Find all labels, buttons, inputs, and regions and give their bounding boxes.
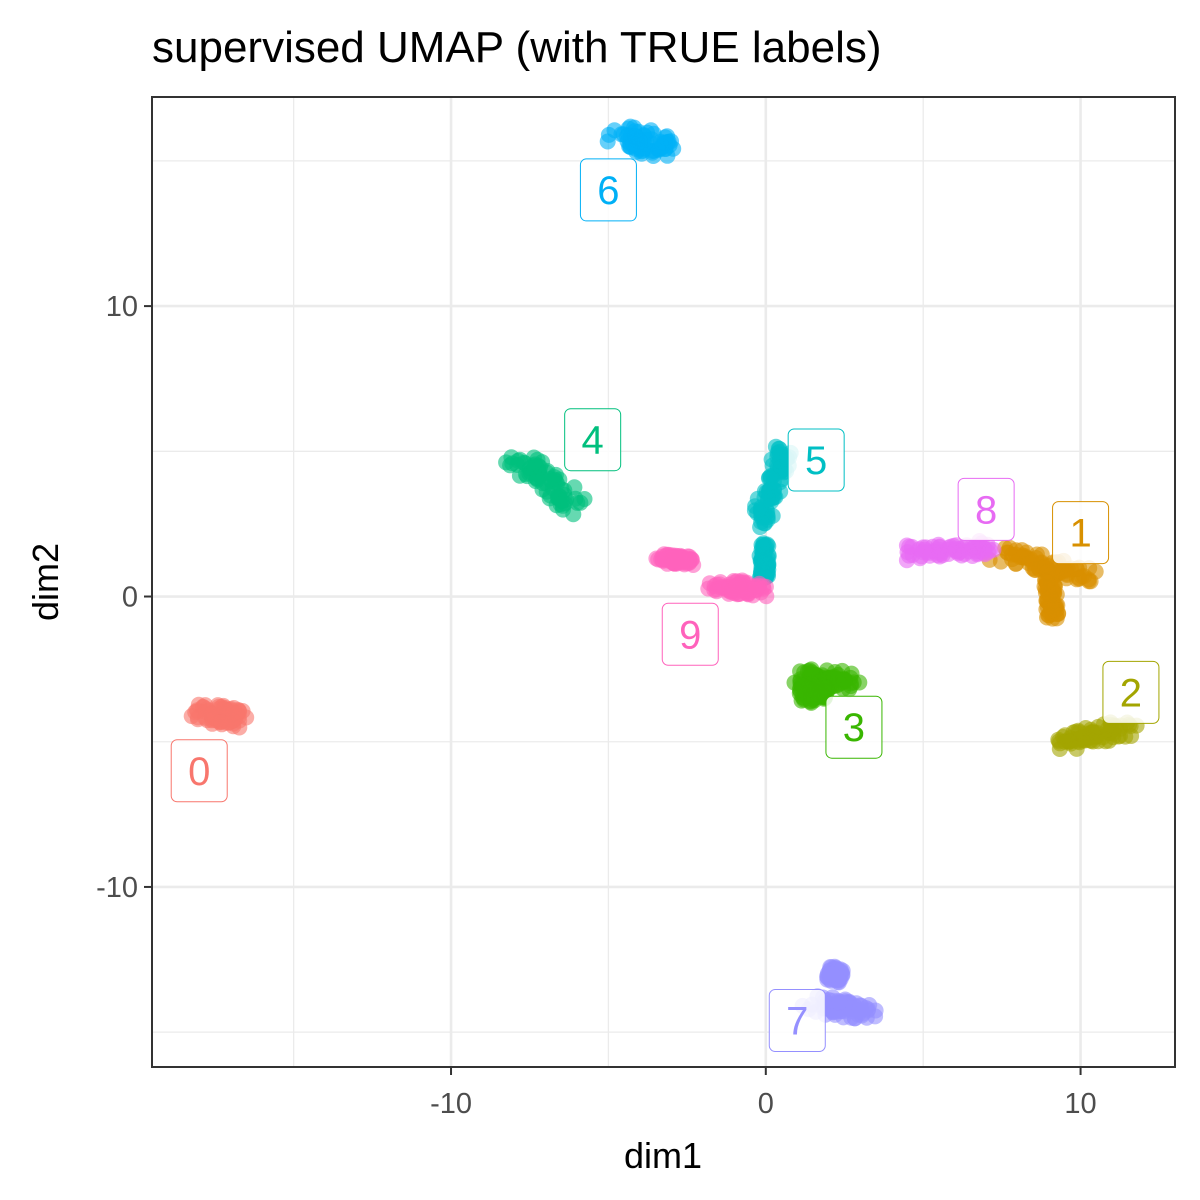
data-point: [1076, 568, 1093, 585]
cluster-label-text: 6: [597, 169, 619, 213]
cluster-label-0: 0: [170, 739, 228, 803]
y-axis-title: dim2: [25, 543, 66, 621]
cluster-8-points: [898, 533, 1002, 569]
cluster-label-box: [825, 695, 883, 759]
data-point: [958, 537, 975, 554]
data-point: [1050, 731, 1067, 748]
data-point: [553, 493, 570, 510]
data-point: [527, 458, 544, 475]
x-tick-label: -10: [430, 1088, 472, 1120]
data-point: [1026, 561, 1043, 578]
y-tick-label: 0: [122, 582, 138, 614]
data-point: [985, 541, 1002, 558]
cluster-labels: 0 1 2 3 4 5 6 7 8 9: [170, 158, 1160, 1053]
data-point: [757, 553, 774, 570]
cluster-label-box: [1052, 501, 1110, 565]
cluster-label-box: [1102, 660, 1160, 724]
cluster-label-9: 9: [661, 602, 719, 666]
data-point: [901, 538, 918, 555]
cluster-label-4: 4: [564, 408, 622, 472]
data-point: [764, 507, 781, 524]
x-tick-label: 0: [758, 1088, 774, 1120]
x-axis-title: dim1: [624, 1135, 702, 1176]
data-point: [934, 547, 951, 564]
data-point: [1012, 549, 1029, 566]
data-point: [831, 993, 848, 1010]
cluster-label-box: [957, 477, 1015, 541]
data-point: [664, 552, 680, 569]
data-point: [619, 128, 635, 145]
cluster-label-text: 3: [843, 706, 865, 750]
cluster-label-text: 1: [1069, 512, 1091, 556]
cluster-9-points: [648, 546, 775, 605]
chart-title: supervised UMAP (with TRUE labels): [152, 23, 882, 72]
cluster-label-text: 5: [805, 439, 827, 483]
plot-border: [151, 96, 1176, 1068]
cluster-label-box: [787, 428, 845, 492]
y-tick-label: 10: [106, 291, 138, 323]
data-point: [914, 544, 931, 561]
cluster-label-1: 1: [1052, 501, 1110, 565]
cluster-label-5: 5: [787, 428, 845, 492]
data-point: [898, 552, 915, 569]
cluster-1-points: [981, 539, 1104, 627]
cluster-label-text: 2: [1120, 671, 1142, 715]
data-point: [198, 703, 215, 720]
cluster-label-box: [579, 158, 637, 222]
data-point: [802, 681, 819, 698]
cluster-6-points: [599, 118, 682, 164]
y-tick-label: -10: [96, 872, 138, 904]
cluster-label-6: 6: [579, 158, 637, 222]
cluster-label-box: [661, 602, 719, 666]
data-point: [1001, 539, 1018, 556]
data-point: [542, 470, 558, 487]
cluster-4-points: [498, 449, 593, 523]
data-point: [650, 551, 667, 568]
cluster-label-8: 8: [957, 477, 1015, 541]
data-point: [712, 579, 729, 596]
plot-panel: [152, 97, 1175, 1067]
data-point: [503, 449, 520, 466]
data-point: [677, 551, 694, 568]
data-point: [210, 698, 227, 715]
cluster-label-box: [170, 739, 228, 803]
cluster-label-text: 4: [582, 419, 604, 463]
data-point: [827, 1006, 843, 1023]
data-point: [657, 129, 674, 146]
data-point: [1043, 602, 1060, 619]
data-point: [803, 661, 820, 678]
cluster-label-3: 3: [825, 695, 883, 759]
data-point: [665, 140, 682, 157]
data-point: [606, 122, 623, 139]
data-point: [1038, 574, 1055, 591]
cluster-label-text: 7: [786, 1000, 808, 1044]
data-point: [815, 680, 832, 697]
data-point: [850, 1006, 866, 1023]
cluster-label-2: 2: [1102, 660, 1160, 724]
cluster-0-points: [183, 696, 255, 736]
cluster-label-box: [564, 408, 622, 472]
data-point: [572, 494, 589, 511]
data-point: [1077, 720, 1094, 736]
cluster-label-text: 8: [975, 488, 997, 532]
data-point: [736, 578, 753, 595]
data-point: [824, 966, 840, 983]
cluster-label-box: [768, 989, 826, 1053]
x-tick-label: 10: [1064, 1088, 1096, 1120]
cluster-label-7: 7: [768, 989, 826, 1053]
cluster-3-points: [786, 661, 868, 711]
data-point: [631, 133, 648, 150]
data-point: [220, 714, 237, 731]
data-point: [750, 577, 767, 594]
cluster-label-text: 9: [679, 613, 701, 657]
cluster-label-text: 0: [188, 750, 210, 794]
data-point: [760, 491, 777, 508]
